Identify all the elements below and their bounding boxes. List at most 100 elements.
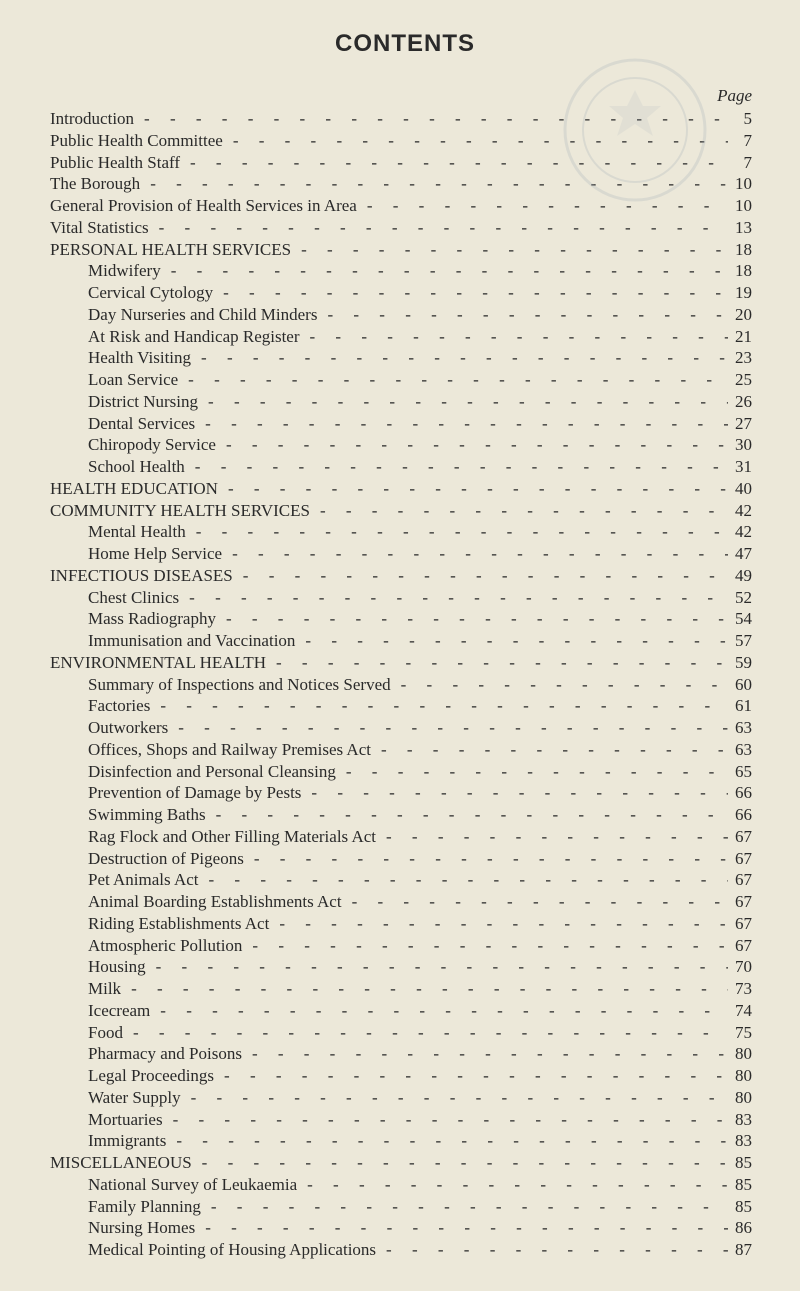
toc-entry-page: 67: [728, 913, 760, 935]
toc-entry-label: Home Help Service: [50, 543, 226, 565]
toc-row: Outworkers- - - - - - - - - - - - - - - …: [50, 717, 760, 739]
toc-leader-dashes: - - - - - - - - - - - - - - - - - - - - …: [144, 173, 728, 195]
toc-leader-dashes: - - - - - - - - - - - - - - - - - - - - …: [301, 1174, 728, 1196]
toc-entry-page: 60: [728, 674, 760, 696]
toc-leader-dashes: - - - - - - - - - - - - - - - - - - - - …: [153, 217, 728, 239]
toc-row: Medical Pointing of Housing Applications…: [50, 1239, 760, 1261]
toc-entry-label: Introduction: [50, 108, 138, 130]
toc-leader-dashes: - - - - - - - - - - - - - - - - - - - - …: [205, 1196, 728, 1218]
toc-row: Health Visiting- - - - - - - - - - - - -…: [50, 347, 760, 369]
toc-row: Home Help Service- - - - - - - - - - - -…: [50, 543, 760, 565]
toc-entry-page: 47: [728, 543, 760, 565]
toc-entry-page: 25: [728, 369, 760, 391]
toc-entry-label: PERSONAL HEALTH SERVICES: [50, 239, 295, 261]
toc-leader-dashes: - - - - - - - - - - - - - - - - - - - - …: [375, 739, 728, 761]
toc-entry-page: 18: [728, 239, 760, 261]
toc-leader-dashes: - - - - - - - - - - - - - - - - - - - - …: [395, 674, 728, 696]
toc-entry-page: 61: [728, 695, 760, 717]
toc-leader-dashes: - - - - - - - - - - - - - - - - - - - - …: [167, 1109, 728, 1131]
toc-entry-page: 80: [728, 1065, 760, 1087]
toc-row: Atmospheric Pollution- - - - - - - - - -…: [50, 935, 760, 957]
toc-row: Disinfection and Personal Cleansing- - -…: [50, 761, 760, 783]
toc-leader-dashes: - - - - - - - - - - - - - - - - - - - - …: [380, 1239, 728, 1261]
toc-entry-page: 40: [728, 478, 760, 500]
toc-entry-label: Mental Health: [50, 521, 190, 543]
toc-leader-dashes: - - - - - - - - - - - - - - - - - - - - …: [305, 782, 728, 804]
toc-entry-label: National Survey of Leukaemia: [50, 1174, 301, 1196]
toc-leader-dashes: - - - - - - - - - - - - - - - - - - - - …: [248, 848, 728, 870]
toc-row: National Survey of Leukaemia- - - - - - …: [50, 1174, 760, 1196]
toc-row: The Borough- - - - - - - - - - - - - - -…: [50, 173, 760, 195]
toc-leader-dashes: - - - - - - - - - - - - - - - - - - - - …: [210, 804, 728, 826]
toc-leader-dashes: - - - - - - - - - - - - - - - - - - - - …: [184, 152, 728, 174]
toc-entry-label: Summary of Inspections and Notices Serve…: [50, 674, 395, 696]
toc-leader-dashes: - - - - - - - - - - - - - - - - - - - - …: [165, 260, 728, 282]
toc-entry-label: The Borough: [50, 173, 144, 195]
toc-row: General Provision of Health Services in …: [50, 195, 760, 217]
page-column-header: Page: [50, 86, 760, 106]
toc-leader-dashes: - - - - - - - - - - - - - - - - - - - - …: [195, 347, 728, 369]
table-of-contents: Introduction - - - - - - - - - - - - - - …: [50, 108, 760, 1261]
toc-row: Prevention of Damage by Pests- - - - - -…: [50, 782, 760, 804]
toc-entry-page: 10: [728, 195, 760, 217]
toc-leader-dashes: - - - - - - - - - - - - - - - - - - - - …: [154, 1000, 728, 1022]
toc-entry-page: 66: [728, 782, 760, 804]
toc-entry-page: 83: [728, 1109, 760, 1131]
toc-row: Cervical Cytology- - - - - - - - - - - -…: [50, 282, 760, 304]
toc-entry-label: Housing: [50, 956, 150, 978]
toc-row: Offices, Shops and Railway Premises Act-…: [50, 739, 760, 761]
toc-entry-label: Legal Proceedings: [50, 1065, 218, 1087]
toc-entry-page: 5: [728, 108, 760, 130]
toc-entry-page: 13: [728, 217, 760, 239]
toc-entry-label: Public Health Committee: [50, 130, 227, 152]
toc-row: Food- - - - - - - - - - - - - - - - - - …: [50, 1022, 760, 1044]
toc-row: Mass Radiography- - - - - - - - - - - - …: [50, 608, 760, 630]
toc-row: Pet Animals Act- - - - - - - - - - - - -…: [50, 869, 760, 891]
toc-leader-dashes: - - - - - - - - - - - - - - - - - - - - …: [299, 630, 728, 652]
toc-leader-dashes: - - - - - - - - - - - - - - - - - - - - …: [237, 565, 728, 587]
toc-row: Vital Statistics- - - - - - - - - - - - …: [50, 217, 760, 239]
toc-row: District Nursing- - - - - - - - - - - - …: [50, 391, 760, 413]
toc-entry-label: Mass Radiography: [50, 608, 220, 630]
toc-entry-label: Chiropody Service: [50, 434, 220, 456]
toc-row: Day Nurseries and Child Minders- - - - -…: [50, 304, 760, 326]
toc-row: HEALTH EDUCATION- - - - - - - - - - - - …: [50, 478, 760, 500]
toc-row: Factories- - - - - - - - - - - - - - - -…: [50, 695, 760, 717]
toc-leader-dashes: - - - - - - - - - - - - - - - - - - - - …: [321, 304, 728, 326]
toc-row: School Health- - - - - - - - - - - - - -…: [50, 456, 760, 478]
toc-entry-page: 65: [728, 761, 760, 783]
toc-leader-dashes: - - - - - - - - - - - - - - - - - - - - …: [190, 521, 728, 543]
toc-row: Immigrants- - - - - - - - - - - - - - - …: [50, 1130, 760, 1152]
toc-leader-dashes: - - - - - - - - - - - - - - - - - - - - …: [246, 1043, 728, 1065]
toc-row: Housing- - - - - - - - - - - - - - - - -…: [50, 956, 760, 978]
toc-row: Icecream- - - - - - - - - - - - - - - - …: [50, 1000, 760, 1022]
toc-leader-dashes: - - - - - - - - - - - - - - - - - - - - …: [127, 1022, 728, 1044]
toc-entry-label: Prevention of Damage by Pests: [50, 782, 305, 804]
toc-entry-page: 63: [728, 717, 760, 739]
toc-entry-page: 42: [728, 500, 760, 522]
toc-entry-label: Pharmacy and Poisons: [50, 1043, 246, 1065]
toc-row: Pharmacy and Poisons- - - - - - - - - - …: [50, 1043, 760, 1065]
toc-leader-dashes: - - - - - - - - - - - - - - - - - - - - …: [220, 608, 728, 630]
toc-entry-label: Immigrants: [50, 1130, 170, 1152]
toc-row: Midwifery- - - - - - - - - - - - - - - -…: [50, 260, 760, 282]
toc-entry-page: 85: [728, 1196, 760, 1218]
toc-leader-dashes: - - - - - - - - - - - - - - - - - - - - …: [226, 543, 728, 565]
toc-leader-dashes: - - - - - - - - - - - - - - - - - - - - …: [172, 717, 728, 739]
toc-entry-label: Atmospheric Pollution: [50, 935, 246, 957]
toc-leader-dashes: - - - - - - - - - - - - - - - - - - - - …: [314, 500, 728, 522]
toc-entry-label: Pet Animals Act: [50, 869, 203, 891]
toc-entry-page: 67: [728, 848, 760, 870]
toc-row: Family Planning- - - - - - - - - - - - -…: [50, 1196, 760, 1218]
toc-entry-page: 70: [728, 956, 760, 978]
toc-entry-label: Milk: [50, 978, 125, 1000]
toc-row: Chest Clinics- - - - - - - - - - - - - -…: [50, 587, 760, 609]
toc-row: At Risk and Handicap Register- - - - - -…: [50, 326, 760, 348]
toc-leader-dashes: - - - - - - - - - - - - - - - - - - - - …: [295, 239, 728, 261]
toc-leader-dashes: - - - - - - - - - - - - - - - - - - - - …: [182, 369, 728, 391]
toc-entry-page: 7: [728, 152, 760, 174]
toc-entry-page: 67: [728, 891, 760, 913]
toc-entry-label: Dental Services: [50, 413, 199, 435]
toc-entry-page: 85: [728, 1174, 760, 1196]
toc-entry-label: Vital Statistics: [50, 217, 153, 239]
